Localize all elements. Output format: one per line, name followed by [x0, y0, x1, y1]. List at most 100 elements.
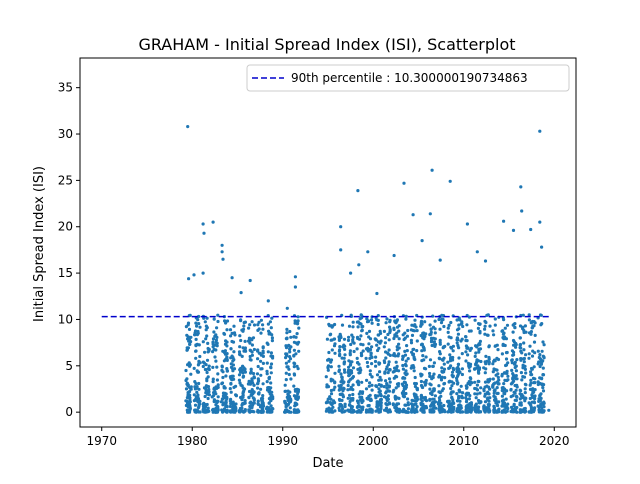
data-point [392, 388, 396, 392]
data-point [186, 125, 190, 129]
data-point [384, 321, 388, 325]
data-point [373, 359, 378, 364]
data-point [265, 372, 269, 376]
data-point [401, 355, 405, 359]
data-point [479, 359, 483, 364]
data-point [440, 375, 444, 379]
data-point [252, 383, 256, 387]
data-point [333, 371, 337, 375]
data-point [529, 227, 533, 232]
data-point [406, 357, 410, 361]
data-point [256, 399, 260, 403]
data-point [409, 341, 414, 345]
data-point [387, 401, 391, 405]
data-point [365, 360, 369, 365]
data-point [240, 328, 244, 332]
data-point [423, 320, 427, 324]
data-point [527, 352, 531, 356]
data-point [188, 396, 192, 400]
data-point [533, 381, 537, 385]
data-point [221, 375, 225, 380]
data-point [523, 396, 527, 400]
data-point [212, 399, 216, 404]
data-point [384, 406, 389, 410]
data-point [252, 372, 256, 376]
data-point [343, 404, 347, 409]
data-point [248, 354, 252, 359]
data-point [359, 313, 363, 317]
data-point [479, 386, 483, 390]
data-point [361, 349, 365, 353]
data-point [502, 318, 506, 322]
data-point [505, 323, 510, 327]
data-point [211, 220, 215, 224]
data-point [476, 379, 480, 383]
data-point [419, 393, 423, 397]
data-point [350, 360, 354, 364]
data-point [187, 337, 191, 341]
data-point [487, 407, 491, 411]
data-point [356, 189, 360, 193]
data-point [193, 329, 198, 333]
data-point [366, 319, 371, 323]
data-point [215, 344, 219, 348]
data-point [201, 340, 205, 344]
data-point [295, 364, 299, 368]
data-point [430, 343, 434, 348]
data-point [404, 317, 408, 321]
data-point [411, 347, 415, 352]
data-point [519, 371, 524, 375]
data-point [250, 343, 254, 347]
data-point [493, 398, 497, 402]
data-point [541, 373, 546, 377]
data-point [228, 387, 232, 391]
data-point [202, 231, 206, 235]
data-point [505, 389, 509, 393]
data-point [374, 409, 378, 413]
data-point [229, 362, 233, 366]
data-point [330, 348, 334, 352]
data-point [215, 365, 219, 369]
data-point [442, 367, 447, 371]
data-point [229, 382, 233, 386]
data-point [185, 377, 189, 381]
data-point [267, 332, 271, 336]
data-point [437, 407, 441, 411]
data-point [331, 405, 335, 409]
data-point [461, 391, 465, 395]
data-point [392, 253, 396, 258]
data-point [538, 353, 542, 357]
data-point [225, 319, 230, 323]
data-point [464, 359, 468, 363]
data-point [431, 364, 435, 368]
data-point [519, 358, 523, 362]
data-point [491, 329, 495, 333]
data-point [271, 407, 275, 411]
data-point [437, 384, 441, 388]
data-point [377, 361, 381, 365]
data-point [185, 381, 189, 385]
data-point [342, 360, 347, 364]
data-point [404, 383, 409, 387]
data-point [187, 385, 192, 389]
data-point [387, 377, 392, 381]
data-point [406, 328, 410, 333]
data-point [201, 404, 206, 408]
data-point [432, 340, 436, 344]
data-point [343, 402, 347, 406]
data-point [439, 394, 443, 398]
x-tick-label: 2020 [539, 434, 570, 448]
data-point [429, 327, 433, 331]
data-point [442, 345, 446, 349]
data-point [386, 389, 391, 393]
data-point [351, 392, 355, 397]
data-point [450, 384, 454, 388]
data-point [393, 394, 397, 398]
data-point [515, 358, 519, 362]
data-point [538, 364, 542, 369]
data-point [284, 371, 288, 375]
data-point [529, 332, 533, 336]
data-point [511, 330, 515, 334]
data-point [293, 275, 297, 279]
data-point [356, 325, 360, 329]
